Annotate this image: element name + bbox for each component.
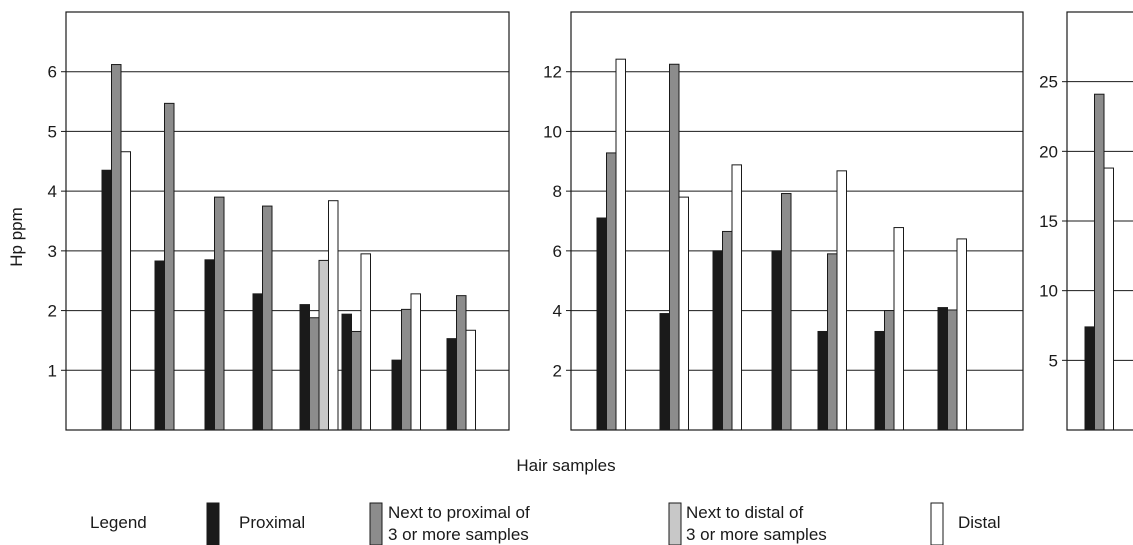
legend-label: 3 or more samples [388,525,529,544]
bar-distal [615,58,626,431]
bar-distal [678,196,689,431]
bar-distal [328,200,339,431]
legend-label: Distal [958,513,1001,532]
bar-proximal [817,330,828,431]
bar-next-to-distal [318,259,329,431]
bar-distal [836,170,847,431]
bar-next-to-proximal [827,253,838,431]
legend-label: Next to proximal of [388,503,530,522]
bar-proximal [659,313,670,431]
bar-distal [956,238,967,431]
y-tick-label: 10 [1039,282,1058,301]
plot-frame [65,11,510,431]
y-tick-label: 12 [543,63,562,82]
bar-next-to-proximal [884,310,895,431]
y-tick-label: 2 [553,361,562,380]
legend-item-distal: Distal [930,502,1001,545]
legend-swatch [206,502,220,545]
bar-next-to-proximal [947,309,958,431]
bar-next-to-proximal [309,317,320,431]
y-axis-label: Hp ppm [7,207,26,267]
bar-next-to-proximal [722,230,733,431]
legend-item-next-to-distal: Next to distal of 3 or more samples [668,502,827,545]
bar-proximal [299,304,310,431]
bar-proximal [101,169,112,431]
plot-frame [1066,11,1133,431]
bar-proximal [446,338,457,431]
bar-distal [410,293,421,431]
bar-proximal [252,293,263,431]
y-tick-label: 10 [543,122,562,141]
bar-proximal [596,217,607,431]
panel-2: 2 4 6 8 10 12 [543,11,1024,431]
y-tick-label: 2 [48,302,57,321]
y-tick-label: 20 [1039,142,1058,161]
bar-next-to-proximal [606,152,617,431]
bar-next-to-proximal [111,64,122,431]
y-tick-label: 3 [48,242,57,261]
y-tick-label: 25 [1039,73,1058,92]
x-axis-label: Hair samples [516,456,615,475]
legend: Legend Proximal Next to proximal of 3 or m… [90,502,1001,545]
bar-proximal [771,250,782,431]
bar-distal [1103,167,1114,431]
y-tick-label: 4 [553,302,562,321]
bar-next-to-proximal [351,330,362,431]
bar-next-to-proximal [669,63,680,431]
y-tick-label: 1 [48,361,57,380]
bar-distal [465,329,476,431]
bar-proximal [874,330,885,431]
bar-next-to-proximal [1094,93,1105,431]
y-tick-label: 5 [48,122,57,141]
y-tick-label: 6 [553,242,562,261]
legend-swatch [369,502,383,545]
bar-proximal [204,259,215,431]
bar-next-to-proximal [262,205,273,431]
bar-proximal [1084,326,1095,431]
y-tick-label: 15 [1039,212,1058,231]
bar-proximal [341,313,352,431]
bar-distal [120,151,131,431]
bar-distal [893,227,904,431]
bar-proximal [937,307,948,431]
bar-next-to-proximal [456,295,467,431]
panel-1: 1 2 3 4 5 6 [48,11,510,431]
y-tick-label: 4 [48,182,57,201]
bar-proximal [712,250,723,431]
bar-proximal [391,359,402,431]
y-tick-label: 8 [553,182,562,201]
bar-distal [731,164,742,431]
y-tick-label: 5 [1049,351,1058,370]
bar-distal [360,253,371,431]
bar-next-to-proximal [781,193,792,431]
legend-label: 3 or more samples [686,525,827,544]
legend-title: Legend [90,513,147,532]
bar-next-to-proximal [401,308,412,431]
plot-frame [570,11,1024,431]
legend-item-proximal: Proximal [206,502,305,545]
legend-label: Next to distal of [686,503,803,522]
y-tick-label: 6 [48,63,57,82]
legend-item-next-to-proximal: Next to proximal of 3 or more samples [369,502,530,545]
legend-swatch [930,502,944,545]
bar-next-to-proximal [214,196,225,431]
bar-next-to-proximal [164,102,175,431]
panel-3: 5 10 15 20 25 [1039,11,1133,431]
legend-label: Proximal [239,513,305,532]
bar-proximal [154,260,165,431]
legend-swatch [668,502,682,545]
